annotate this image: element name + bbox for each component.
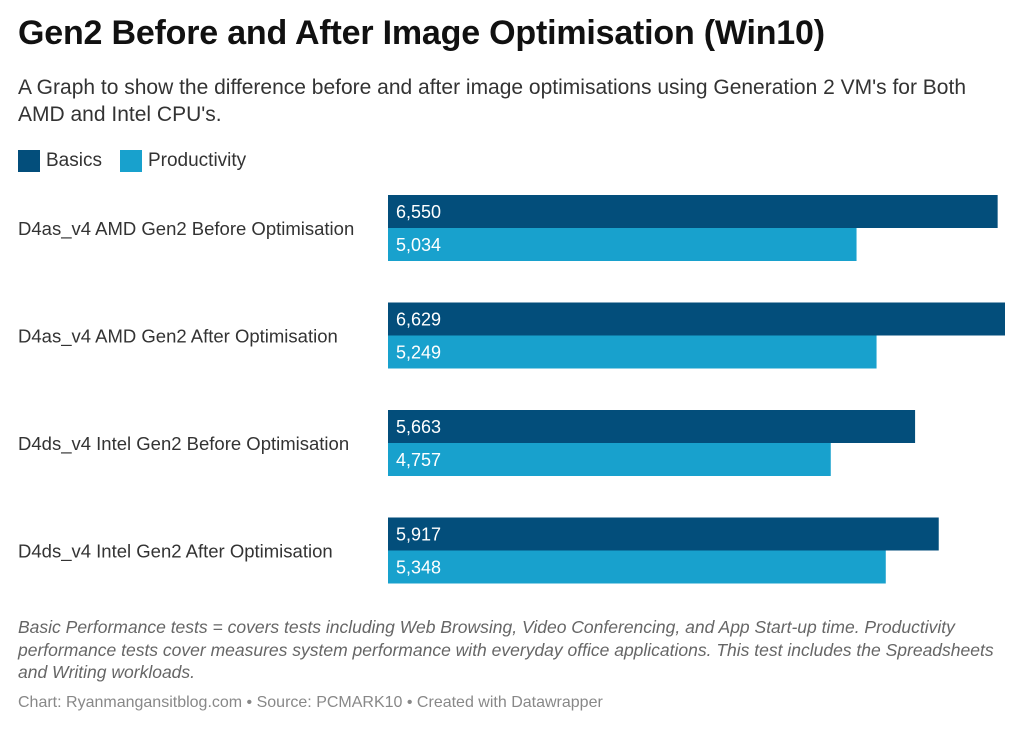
legend-label-productivity: Productivity [147, 150, 247, 171]
legend-label-basics: Basics [46, 150, 102, 171]
chart-footer: Chart: Ryanmangansitblog.com • Source: P… [18, 694, 603, 711]
bar-basics [388, 410, 916, 443]
bar-productivity [388, 443, 831, 476]
bar-productivity [388, 335, 877, 369]
data-label: 4,757 [396, 450, 441, 470]
legend: Basics Productivity [18, 150, 246, 172]
category-label: D4ds_v4 Intel Gen2 After Optimisation [18, 541, 333, 563]
data-label: 5,348 [396, 558, 441, 578]
data-label: 5,249 [396, 343, 441, 363]
legend-item-productivity: Productivity [119, 150, 247, 172]
data-label: 5,663 [396, 417, 441, 437]
legend-item-basics: Basics [18, 150, 102, 172]
data-label: 6,550 [396, 202, 441, 222]
bar-chart: D4as_v4 AMD Gen2 Before Optimisation 6,55… [18, 195, 1005, 584]
bar-productivity [388, 228, 857, 261]
chart-subtitle: A Graph to show the difference before an… [18, 76, 966, 126]
bar-basics [388, 517, 939, 551]
data-label: 5,034 [396, 235, 441, 255]
category-label: D4ds_v4 Intel Gen2 Before Optimisation [18, 433, 349, 455]
bar-basics [388, 302, 1005, 336]
category-label: D4as_v4 AMD Gen2 After Optimisation [18, 326, 338, 348]
category-label: D4as_v4 AMD Gen2 Before Optimisation [18, 218, 354, 240]
bar-productivity [388, 550, 886, 584]
data-label: 5,917 [396, 525, 441, 545]
legend-swatch-productivity [119, 150, 142, 172]
legend-swatch-basics [18, 150, 40, 172]
bar-basics [388, 195, 998, 228]
chart-notes: Basic Performance tests = covers tests i… [18, 617, 994, 682]
chart-title: Gen2 Before and After Image Optimisation… [18, 14, 825, 52]
data-label: 6,629 [396, 310, 441, 330]
